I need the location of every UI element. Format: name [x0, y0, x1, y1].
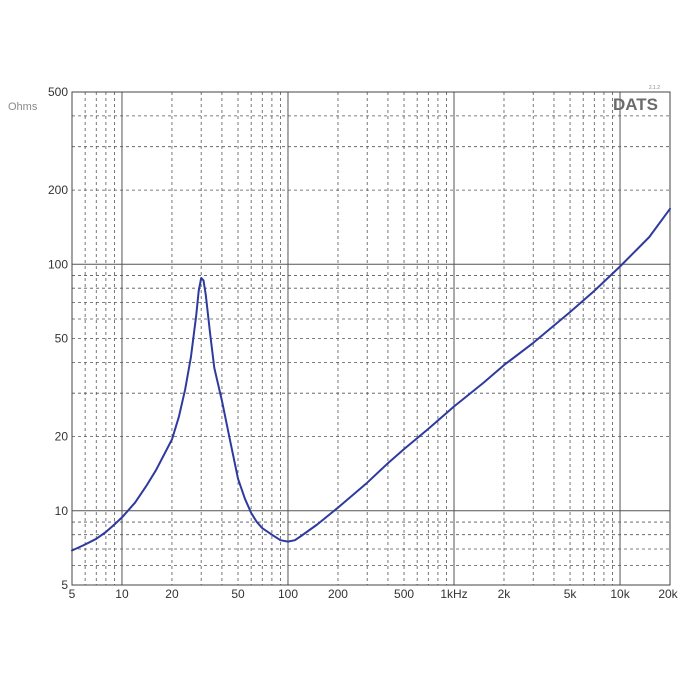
- y-axis-unit-label: Ohms: [8, 101, 38, 113]
- chart-grid: [72, 92, 670, 585]
- y-tick-label: 50: [55, 332, 69, 346]
- x-tick-labels: 5 10 20 50 100 200 500 1kHz 2k 5k 10k 20k: [69, 587, 679, 601]
- x-tick-label: 5k: [564, 587, 578, 601]
- x-tick-label: 20k: [658, 587, 678, 601]
- y-tick-labels: 5 10 20 50 100 200 500: [48, 85, 68, 592]
- plot-frame: [71, 91, 671, 586]
- brand-logo-text: DATS: [613, 95, 658, 114]
- x-tick-label: 200: [328, 587, 348, 601]
- y-tick-label: 20: [55, 430, 69, 444]
- impedance-curve: [71, 207, 671, 552]
- x-tick-label: 1kHz: [440, 587, 467, 601]
- brand-version-text: 2.1.2: [649, 85, 660, 91]
- x-tick-label: 50: [231, 587, 245, 601]
- x-tick-label: 10: [115, 587, 129, 601]
- x-tick-label: 2k: [498, 587, 512, 601]
- x-tick-label: 500: [394, 587, 414, 601]
- y-tick-label: 10: [55, 504, 69, 518]
- x-tick-label: 100: [278, 587, 298, 601]
- y-tick-label: 100: [48, 257, 68, 271]
- x-tick-label: 20: [165, 587, 179, 601]
- y-tick-label: 200: [48, 183, 68, 197]
- x-tick-label: 5: [69, 587, 76, 601]
- y-tick-label: 500: [48, 85, 68, 99]
- y-tick-label: 5: [61, 578, 68, 592]
- x-tick-label: 10k: [610, 587, 630, 601]
